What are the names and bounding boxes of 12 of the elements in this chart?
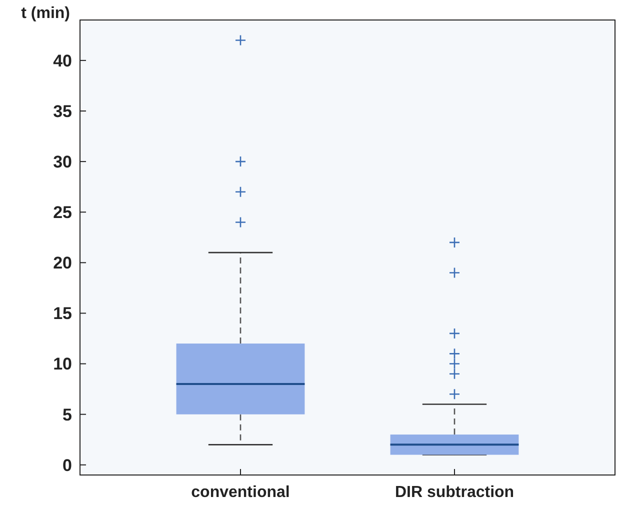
y-tick-label: 15 xyxy=(53,304,72,324)
y-tick-label: 25 xyxy=(53,203,72,222)
y-axis-title: t (min) xyxy=(21,5,70,22)
y-tick-label: 10 xyxy=(53,354,72,374)
y-tick-label: 35 xyxy=(53,102,72,121)
y-tick-label: 5 xyxy=(62,405,72,424)
x-tick-label: conventional xyxy=(191,484,290,501)
y-tick-label: 20 xyxy=(53,254,72,273)
y-tick-label: 0 xyxy=(62,456,72,475)
y-tick-label: 30 xyxy=(53,152,72,172)
y-tick-label: 40 xyxy=(53,51,72,70)
x-tick-label: DIR subtraction xyxy=(394,484,514,501)
